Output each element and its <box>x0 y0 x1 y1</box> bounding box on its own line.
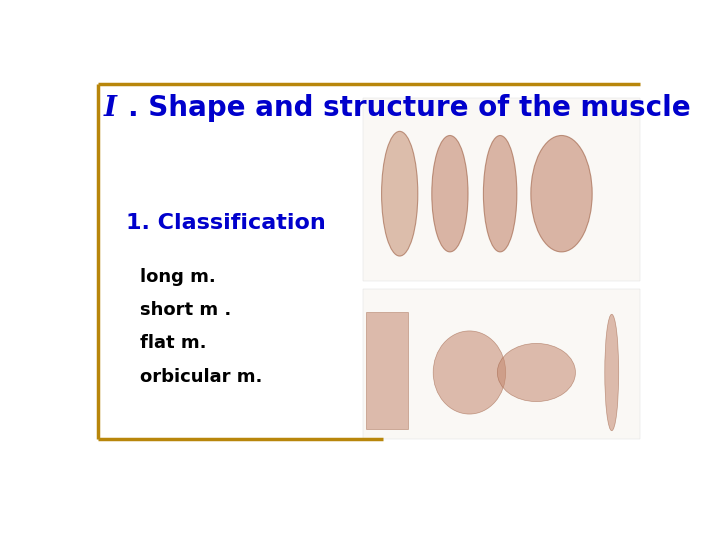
Text: short m .: short m . <box>140 301 231 319</box>
Text: long m.: long m. <box>140 268 216 286</box>
Bar <box>364 98 639 281</box>
Ellipse shape <box>382 131 418 256</box>
Ellipse shape <box>483 136 517 252</box>
Ellipse shape <box>433 331 505 414</box>
Ellipse shape <box>605 314 618 431</box>
Text: flat m.: flat m. <box>140 334 207 353</box>
Bar <box>364 90 642 439</box>
Ellipse shape <box>531 136 593 252</box>
Text: . Shape and structure of the muscle: . Shape and structure of the muscle <box>128 94 690 123</box>
Text: orbicular m.: orbicular m. <box>140 368 263 386</box>
Circle shape <box>498 343 575 402</box>
Bar <box>364 289 639 439</box>
Ellipse shape <box>432 136 468 252</box>
Text: 1. Classification: 1. Classification <box>126 213 326 233</box>
Text: Ⅰ: Ⅰ <box>104 95 117 122</box>
Bar <box>366 312 408 429</box>
